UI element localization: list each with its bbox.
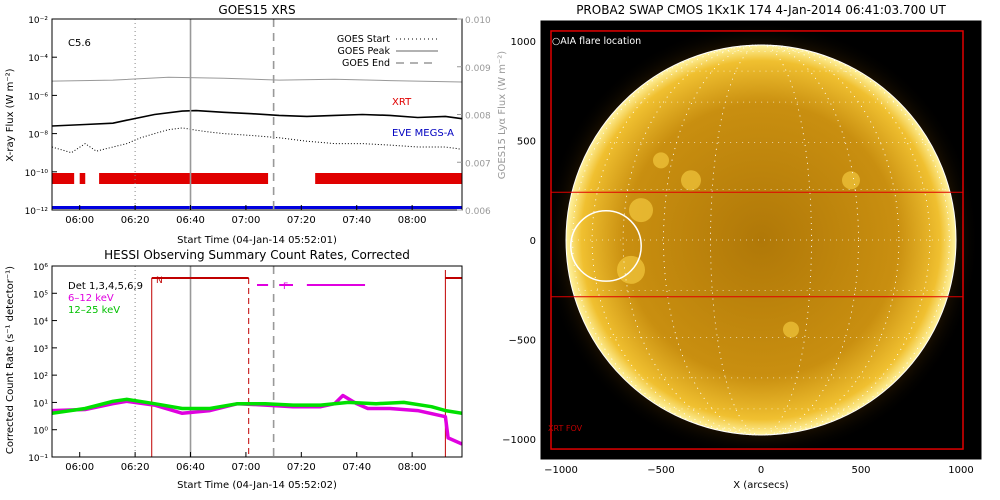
swap-solar-disk <box>566 45 956 435</box>
swap-xtick-label: 0 <box>758 465 764 476</box>
hessi-n-flag: N <box>156 276 163 286</box>
goes-xrt-bar-2 <box>99 173 269 184</box>
swap-ytick-label: 0 <box>530 236 536 247</box>
goes-xtick-label: 08:00 <box>398 215 427 226</box>
goes-ytick-label: 10⁻² <box>28 16 48 26</box>
goes-y2tick-label: 0.007 <box>465 159 491 169</box>
goes-xtick-label: 07:20 <box>287 215 316 226</box>
hessi-axes: 06:00 06:20 06:40 07:00 07:20 07:40 08:00 10⁶ 10… <box>28 263 426 473</box>
hessi-legend-6-12: 6–12 keV <box>68 293 114 304</box>
swap-ytick-label: 1000 <box>511 37 536 48</box>
goes-plot-area <box>52 19 462 210</box>
hessi-xtick-label: 07:20 <box>287 462 316 473</box>
goes-legend-end-label: GOES End <box>342 58 390 69</box>
goes-ytick-label: 10⁻¹² <box>25 207 49 217</box>
hessi-legend: Det 1,3,4,5,6,9 6–12 keV 12–25 keV <box>68 281 143 316</box>
swap-ytick-label: 500 <box>517 136 536 147</box>
swap-active-region-0 <box>629 198 653 223</box>
goes-xlabel: Start Time (04-Jan-14 05:52:01) <box>177 235 337 246</box>
hessi-plot-frame <box>51 265 463 458</box>
goes-xrt-bar-3 <box>315 173 462 184</box>
goes-legend-peak-label: GOES Peak <box>338 46 391 57</box>
goes-y2tick-label: 0.009 <box>465 64 491 74</box>
swap-limb <box>565 44 957 436</box>
hessi-xtick-label: 07:40 <box>342 462 371 473</box>
goes-ytick-label: 10⁻⁸ <box>28 131 48 141</box>
goes-legend: GOES Start GOES Peak GOES End <box>337 34 438 69</box>
hessi-ytick-label: 10⁵ <box>33 290 48 300</box>
swap-xtick-label: 1000 <box>948 465 973 476</box>
goes-y2tick-label: 0.006 <box>465 207 491 217</box>
hessi-ytick-label: 10¹ <box>33 399 48 409</box>
goes-flare-class: C5.6 <box>68 38 91 49</box>
goes-xtick-label: 07:40 <box>342 215 371 226</box>
swap-image <box>541 21 981 459</box>
swap-active-region-4 <box>653 152 669 169</box>
hessi-ytick-label: 10⁶ <box>33 263 48 273</box>
goes-y2tick-label: 0.008 <box>465 112 491 122</box>
hessi-f-flag: F <box>283 282 288 292</box>
swap-title: PROBA2 SWAP CMOS 1Kx1K 174 4-Jan-2014 06… <box>576 3 946 17</box>
goes-ylabel: X-ray Flux (W m⁻²) <box>5 68 16 161</box>
goes-xrt-bar-0 <box>52 173 75 184</box>
swap-panel: PROBA2 SWAP CMOS 1Kx1K 174 4-Jan-2014 06… <box>502 3 982 491</box>
hessi-ytick-label: 10³ <box>33 345 48 355</box>
goes-legend-start-label: GOES Start <box>337 34 390 45</box>
hessi-xtick-label: 06:40 <box>176 462 205 473</box>
swap-aia-label: ○AIA flare location <box>552 36 641 47</box>
goes-xtick-label: 06:20 <box>121 215 150 226</box>
swap-active-region-2 <box>681 170 701 191</box>
goes-series-lyman <box>52 76 462 83</box>
swap-axes: −1000 −500 0 500 1000 1000 500 0 −500 −1000 <box>502 37 974 476</box>
goes-xtick-label: 07:00 <box>232 215 261 226</box>
swap-active-region-3 <box>842 171 860 190</box>
swap-xtick-label: −500 <box>647 465 674 476</box>
hessi-xtick-label: 06:20 <box>121 462 150 473</box>
goes-series-long <box>52 109 462 127</box>
swap-aia-marker: ○ <box>552 36 560 47</box>
goes-ytick-label: 10⁻¹⁰ <box>25 169 49 179</box>
goes-ytick-label: 10⁻⁴ <box>28 54 48 64</box>
goes-panel: GOES15 XRS 06:00 06:20 06:40 07:00 07:20 07:4… <box>5 3 508 246</box>
hessi-xlabel: Start Time (04-Jan-14 05:52:02) <box>177 480 337 491</box>
hessi-legend-12-25: 12–25 keV <box>68 305 120 316</box>
hessi-ylabel: Corrected Count Rate (s⁻¹ detector⁻¹) <box>5 266 16 454</box>
goes-xrt-bar-1 <box>79 173 86 184</box>
hessi-ytick-label: 10⁻¹ <box>28 454 48 464</box>
swap-grid-longitude <box>710 44 812 436</box>
swap-active-region-5 <box>783 321 799 338</box>
swap-flare-circle <box>570 210 642 282</box>
hessi-xtick-label: 08:00 <box>398 462 427 473</box>
swap-outer-fov <box>550 30 964 450</box>
swap-overlay <box>550 30 964 450</box>
hessi-panel: HESSI Observing Summary Count Rates, Cor… <box>5 248 463 491</box>
swap-xtick-label: 500 <box>851 465 870 476</box>
hessi-legend-det: Det 1,3,4,5,6,9 <box>68 281 143 292</box>
hessi-series-1 <box>52 397 462 416</box>
goes-eve-label: EVE MEGS-A <box>392 128 454 139</box>
hessi-title: HESSI Observing Summary Count Rates, Cor… <box>104 248 410 262</box>
goes-xtick-label: 06:40 <box>176 215 205 226</box>
swap-ytick-label: −1000 <box>502 435 536 446</box>
goes-xrt-label: XRT <box>392 97 412 108</box>
goes-axes: 06:00 06:20 06:40 07:00 07:20 07:40 08:00 10⁻² 1… <box>25 16 491 226</box>
swap-xrt-fov-label: XRT FOV <box>548 424 583 433</box>
hessi-ytick-label: 10⁴ <box>33 318 48 328</box>
hessi-ytick-label: 10⁰ <box>33 427 48 437</box>
swap-ytick-label: −500 <box>509 336 536 347</box>
goes-xtick-label: 06:00 <box>65 215 94 226</box>
goes-y2tick-label: 0.010 <box>465 16 491 26</box>
hessi-plot-area <box>52 266 462 457</box>
goes-title: GOES15 XRS <box>218 3 295 17</box>
goes-y2label: GOES15 Lyα Flux (W m⁻²) <box>497 51 508 179</box>
hessi-xtick-label: 07:00 <box>232 462 261 473</box>
swap-xtick-label: −1000 <box>544 465 578 476</box>
goes-ytick-label: 10⁻⁶ <box>28 92 48 102</box>
hessi-xtick-label: 06:00 <box>65 462 94 473</box>
hessi-ytick-label: 10² <box>33 372 48 382</box>
swap-xlabel: X (arcsecs) <box>733 480 789 491</box>
swap-sun <box>542 21 980 459</box>
